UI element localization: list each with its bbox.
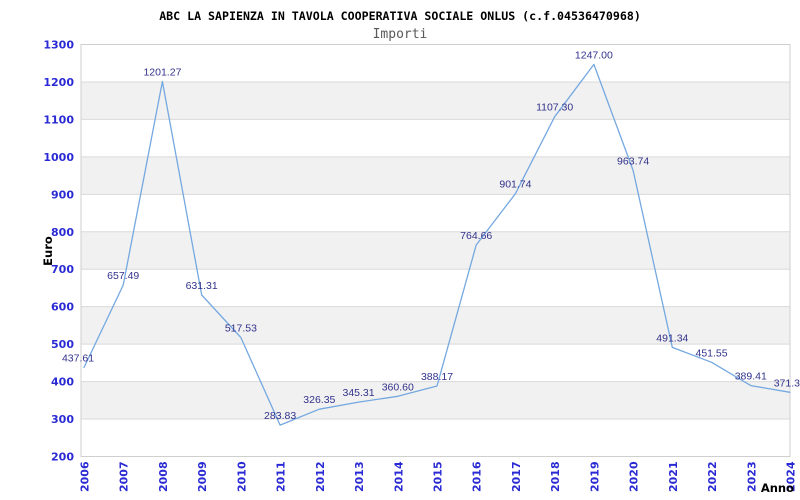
data-point-label: 437.61: [62, 353, 94, 365]
x-tick-label: 2024: [785, 461, 798, 492]
y-axis-title: Euro: [41, 236, 55, 266]
y-tick-label: 900: [51, 188, 74, 201]
plot-band: [81, 306, 790, 345]
x-tick-label: 2012: [314, 461, 327, 492]
x-tick-label: 2022: [706, 461, 719, 492]
data-point-label: 1201.27: [143, 66, 181, 78]
x-axis-title: Anno: [761, 481, 794, 495]
y-tick-label: 800: [51, 226, 74, 239]
x-tick-label: 2013: [353, 461, 366, 492]
y-tick-label: 700: [51, 263, 74, 276]
x-tick-label: 2009: [196, 461, 209, 492]
data-point-label: 631.31: [186, 280, 218, 292]
data-point-label: 389.41: [735, 371, 767, 383]
x-tick-label: 2014: [392, 461, 405, 492]
x-tick-label: 2019: [588, 461, 601, 492]
x-tick-label: 2010: [235, 461, 248, 492]
x-tick-label: 2023: [745, 461, 758, 492]
y-tick-label: 1300: [43, 39, 74, 52]
y-tick-label: 1000: [43, 151, 74, 164]
data-point-label: 371.3: [774, 377, 800, 389]
y-tick-label: 400: [51, 376, 74, 389]
data-point-label: 345.31: [342, 387, 374, 399]
data-point-label: 283.83: [264, 410, 296, 422]
y-tick-label: 600: [51, 301, 74, 314]
data-point-label: 517.53: [225, 323, 257, 335]
data-point-label: 963.74: [617, 155, 649, 167]
data-point-label: 451.55: [695, 347, 727, 359]
data-point-label: 657.49: [107, 270, 139, 282]
y-tick-label: 500: [51, 338, 74, 351]
plot-band: [81, 231, 790, 270]
x-tick-label: 2008: [157, 461, 170, 492]
y-tick-label: 300: [51, 413, 74, 426]
chart-subtitle: Importi: [372, 27, 428, 42]
y-tick-label: 1200: [43, 76, 74, 89]
data-point-label: 764.66: [460, 230, 492, 242]
data-point-label: 1107.30: [536, 102, 573, 114]
x-tick-label: 2017: [510, 461, 523, 492]
data-point-label: 491.34: [656, 332, 688, 344]
data-point-label: 901.74: [499, 179, 531, 191]
x-tick-label: 2016: [471, 461, 484, 492]
x-tick-label: 2006: [79, 461, 92, 492]
x-tick-label: 2015: [432, 461, 445, 492]
data-point-label: 1247.00: [575, 49, 613, 61]
data-line: [83, 63, 791, 426]
data-point-label: 388.17: [421, 371, 453, 383]
x-tick-label: 2011: [275, 461, 288, 492]
chart-title: ABC LA SAPIENZA IN TAVOLA COOPERATIVA SO…: [159, 9, 641, 23]
plot-band: [81, 81, 790, 120]
data-point-label: 326.35: [303, 394, 335, 406]
y-tick-label: 1100: [43, 113, 74, 126]
plot-band: [81, 156, 790, 195]
x-tick-label: 2020: [628, 461, 641, 492]
x-tick-label: 2007: [118, 461, 131, 492]
plot-layer: 200 300 400 500 600 700 800 900 1000 1100 1200 1300…: [43, 39, 800, 493]
plot-border: [80, 44, 791, 457]
data-point-label: 360.60: [382, 381, 414, 393]
plot-band: [81, 381, 790, 420]
x-tick-label: 2021: [667, 461, 680, 492]
x-tick-label: 2018: [549, 461, 562, 492]
y-tick-label: 200: [51, 451, 74, 464]
